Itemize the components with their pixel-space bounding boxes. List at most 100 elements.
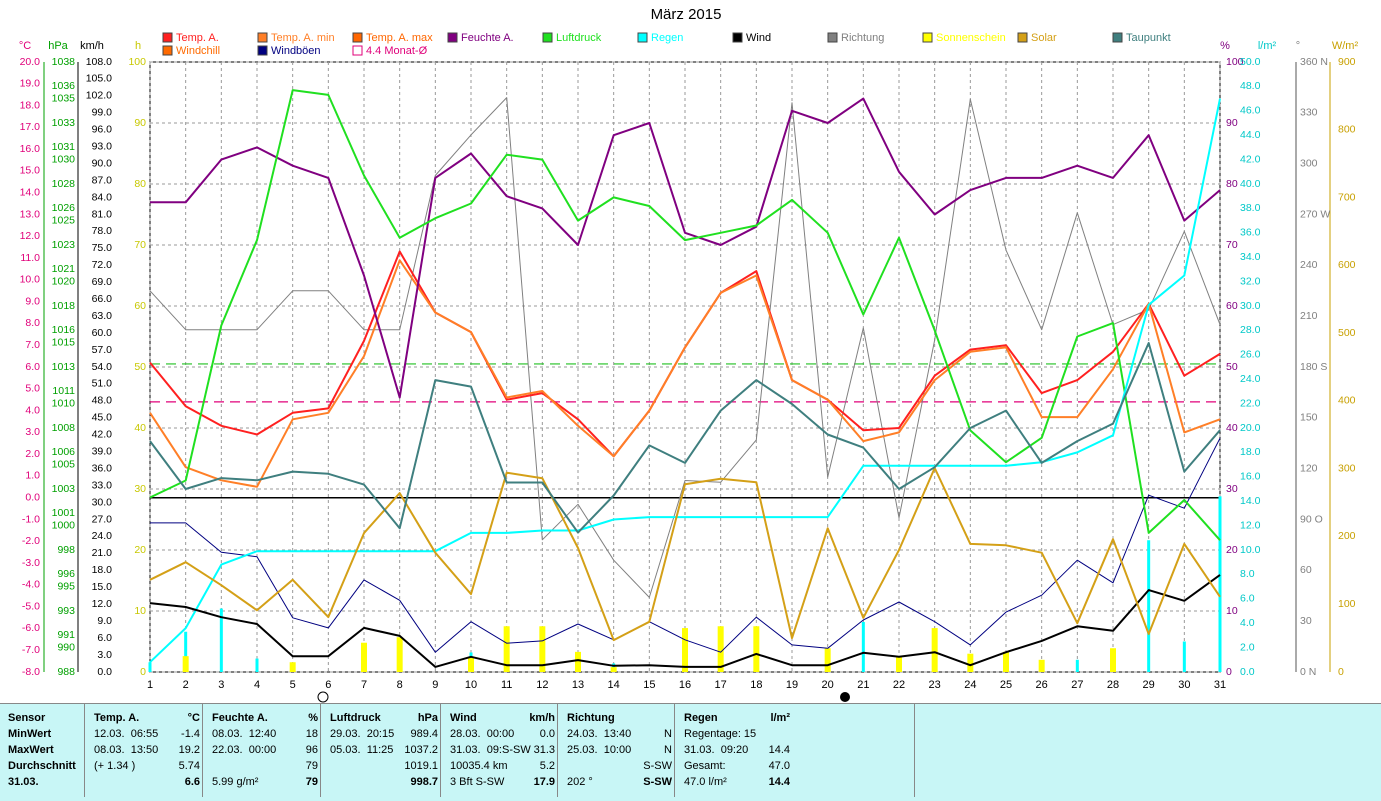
axis-unit: l/m²	[1258, 40, 1277, 52]
y-tick-label: 42.0	[1240, 153, 1261, 165]
y-tick-label: 8.0	[25, 317, 40, 329]
series-line	[149, 574, 1221, 668]
y-tick-label: -5.0	[22, 600, 40, 612]
y-tick-label: 996	[57, 568, 75, 580]
y-tick-label: 87.0	[92, 174, 113, 186]
y-tick-label: 45.0	[92, 412, 113, 424]
y-tick-label: 10	[134, 605, 146, 617]
separator	[202, 704, 203, 797]
y-tick-label: 300	[1300, 157, 1318, 169]
legend-swatch	[542, 32, 553, 43]
y-tick-label: 30.0	[92, 496, 113, 508]
y-tick-label: 1030	[52, 153, 76, 165]
y-tick-label: 70	[134, 239, 146, 251]
y-tick-label: 60.0	[92, 327, 113, 339]
sun-bar	[361, 642, 367, 672]
legend-swatch	[352, 32, 363, 43]
y-tick-label: 240	[1300, 259, 1318, 271]
row-label: MinWert	[8, 728, 52, 740]
y-tick-label: 36.0	[92, 462, 113, 474]
cell-value: 1037.2	[404, 744, 438, 756]
legend-swatch	[257, 45, 268, 56]
y-tick-label: 4.0	[25, 404, 40, 416]
y-tick-label: 51.0	[92, 378, 113, 390]
cell-left: 12.03. 06:55	[94, 728, 159, 740]
y-tick-label: 6.0	[25, 361, 40, 373]
x-tick-label: 2	[183, 679, 189, 691]
y-tick-label: 800	[1338, 124, 1356, 136]
cell-value: 79	[305, 760, 318, 772]
legend-label: Windchill	[176, 45, 220, 57]
cell-left: (+ 1.34 )	[94, 760, 136, 772]
y-tick-label: 21.0	[92, 547, 113, 559]
legend-label: Windböen	[271, 45, 321, 57]
y-tick-label: 1025	[52, 214, 76, 226]
y-tick-label: 80	[134, 178, 146, 190]
y-tick-label: 100	[1226, 56, 1244, 68]
x-tick-label: 7	[361, 679, 367, 691]
x-tick-label: 19	[786, 679, 798, 691]
y-tick-label: 38.0	[1240, 202, 1261, 214]
y-tick-label: 18.0	[92, 564, 113, 576]
y-tick-label: 44.0	[1240, 129, 1261, 141]
y-tick-label: 11.0	[20, 252, 40, 264]
x-tick-label: 10	[465, 679, 477, 691]
sun-bar	[289, 662, 296, 672]
legend-label: Solar	[1031, 32, 1057, 44]
y-tick-label: 10	[1226, 605, 1238, 617]
y-tick-label: 1015	[52, 336, 76, 348]
y-tick-label: 50.0	[1240, 56, 1261, 68]
y-tick-label: 1028	[52, 178, 76, 190]
x-tick-label: 28	[1107, 679, 1119, 691]
axis-unit: hPa	[48, 40, 68, 52]
y-tick-label: 50	[134, 361, 146, 373]
rain-bar	[861, 621, 865, 672]
y-tick-label: 995	[57, 580, 75, 592]
column-unit: %	[308, 712, 318, 724]
x-tick-label: 4	[254, 679, 260, 691]
y-tick-label: 42.0	[92, 429, 113, 441]
cell-value: 5.2	[539, 760, 555, 772]
y-tick-label: 84.0	[92, 191, 113, 203]
series-line	[150, 437, 1221, 653]
rain-bar	[1075, 659, 1079, 672]
y-tick-label: 48.0	[92, 395, 113, 407]
row-label: 31.03.	[8, 776, 39, 788]
legend-label: Richtung	[841, 32, 884, 44]
y-tick-label: 120	[1300, 462, 1318, 474]
x-tick-label: 1	[147, 679, 153, 691]
y-tick-label: 1020	[52, 275, 76, 287]
y-tick-label: 1031	[52, 141, 76, 153]
y-tick-label: 6.0	[97, 632, 112, 644]
cell-value: -1.4	[181, 728, 200, 740]
y-tick-label: 988	[57, 666, 75, 678]
y-tick-label: 700	[1338, 191, 1356, 203]
x-tick-label: 20	[822, 679, 834, 691]
y-tick-label: 900	[1338, 56, 1356, 68]
cell-value: 17.9	[533, 776, 555, 788]
sun-bar	[610, 667, 617, 672]
legend-swatch	[922, 32, 933, 43]
y-tick-label: 70	[1226, 239, 1238, 251]
y-tick-label: 75.0	[92, 242, 113, 254]
rain-bar	[255, 658, 259, 672]
axis-unit: km/h	[80, 40, 104, 52]
y-tick-label: 69.0	[92, 276, 113, 288]
x-tick-label: 15	[643, 679, 655, 691]
legend-swatch	[827, 32, 838, 43]
y-tick-label: 9.0	[25, 295, 40, 307]
rain-bar	[184, 631, 188, 672]
cell-value: S-SW	[643, 760, 672, 772]
y-tick-label: 26.0	[1240, 349, 1261, 361]
y-tick-label: 81.0	[92, 208, 113, 220]
cell-left: 47.0 l/m²	[684, 776, 727, 788]
cell-value: 998.7	[410, 776, 438, 788]
cell-left: 08.03. 12:40	[212, 728, 277, 740]
x-tick-label: 31	[1214, 679, 1226, 691]
series-line	[149, 259, 1221, 488]
y-tick-label: 1036	[52, 80, 76, 92]
y-tick-label: 17.0	[20, 121, 41, 133]
cell-left: 29.03. 20:15	[330, 728, 395, 740]
sun-bar	[682, 628, 688, 672]
